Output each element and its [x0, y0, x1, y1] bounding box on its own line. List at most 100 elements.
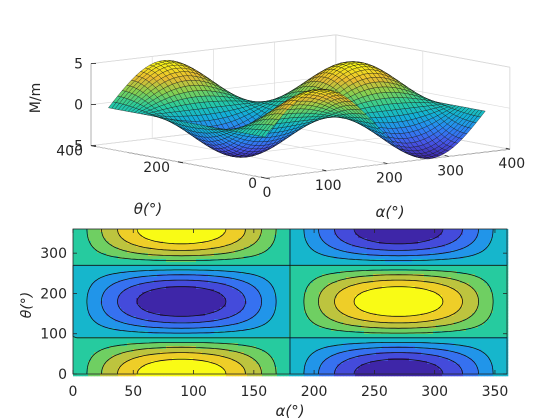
contour-cell [430, 235, 434, 239]
contour-cell [274, 259, 278, 263]
contour-cell [202, 229, 206, 233]
contour-cell [73, 277, 77, 281]
contour-cell [139, 256, 143, 260]
contour-cell [421, 277, 425, 281]
contour-cell [427, 229, 431, 233]
contour-cell [454, 274, 458, 278]
contour-cell [259, 268, 263, 272]
contour-cell [115, 238, 119, 242]
contour-cell [73, 229, 77, 233]
contour-cell [229, 268, 233, 272]
contour-cell [379, 235, 383, 239]
contour-cell [472, 247, 476, 251]
contour-cell [322, 259, 326, 263]
contour-cell [436, 241, 440, 245]
contour-cell [73, 235, 77, 239]
contour-cell [379, 274, 383, 278]
contour-cell [79, 250, 83, 254]
contour-cell [103, 250, 107, 254]
contour-cell [442, 247, 446, 251]
contour-cell [361, 229, 365, 233]
contour-cell [109, 247, 113, 251]
contour-cell [211, 232, 215, 236]
contour-cell [376, 235, 380, 239]
contour-cell [223, 241, 227, 245]
contour-cell [349, 274, 353, 278]
contour-cell [493, 274, 497, 278]
contour-cell [487, 247, 491, 251]
contour-cell [94, 253, 98, 257]
contour-cell [187, 247, 191, 251]
contour-cell [307, 229, 311, 233]
contour-cell [193, 256, 197, 260]
contour-cell [472, 271, 476, 275]
contour-cell [232, 259, 236, 263]
contour-cell [343, 280, 347, 284]
contour-cell [154, 232, 158, 236]
contour-cell [319, 259, 323, 263]
contour-cell [451, 247, 455, 251]
contour-cell [205, 238, 209, 242]
contour-cell [466, 277, 470, 281]
contour-cell [151, 259, 155, 263]
contour-cell [82, 235, 86, 239]
contour-cell [379, 232, 383, 236]
contour-cell [274, 244, 278, 248]
contour-cell [316, 259, 320, 263]
contour-cell [454, 259, 458, 263]
contour-cell [304, 229, 308, 233]
contour-cell [79, 238, 83, 242]
contour-cell [82, 277, 86, 281]
contour-cell [319, 247, 323, 251]
contour-cell [418, 256, 422, 260]
contour-cell [103, 283, 107, 287]
contour-cell [85, 271, 89, 275]
contour-cell [397, 232, 401, 236]
contour-cell [340, 235, 344, 239]
contour-cell [289, 232, 293, 236]
contour-cell [214, 241, 218, 245]
contour-cell [499, 229, 503, 233]
contour-cell [130, 232, 134, 236]
contour-cell [85, 244, 89, 248]
contour-cell [457, 259, 461, 263]
contour-cell [373, 238, 377, 242]
contour-cell [112, 274, 116, 278]
contour-cell [142, 232, 146, 236]
contour-cell [232, 229, 236, 233]
contour-cell [400, 235, 404, 239]
contour-cell [208, 229, 212, 233]
contour-cell [247, 238, 251, 242]
contour-cell [403, 232, 407, 236]
contour-cell [259, 244, 263, 248]
contour-cell [331, 241, 335, 245]
contour-cell [289, 235, 293, 239]
contour-cell [277, 238, 281, 242]
contour-cell [214, 232, 218, 236]
contour-cell [376, 271, 380, 275]
contour-cell [328, 259, 332, 263]
contour-cell [382, 232, 386, 236]
contour-cell [367, 277, 371, 281]
contour-cell [241, 244, 245, 248]
contour-cell [292, 238, 296, 242]
contour-cell [496, 262, 500, 266]
contour-cell [451, 229, 455, 233]
contour-cell [277, 247, 281, 251]
contour-cell [223, 280, 227, 284]
contour-cell [268, 238, 272, 242]
contour-cell [502, 235, 506, 239]
contour-cell [130, 235, 134, 239]
contour-cell [262, 262, 266, 266]
contour-cell [301, 259, 305, 263]
contour-cell [103, 244, 107, 248]
contour-cell [448, 262, 452, 266]
contour-cell [496, 277, 500, 281]
contour-cell [457, 253, 461, 257]
contour-cell [262, 244, 266, 248]
contour-cell [109, 268, 113, 272]
contour-cell [439, 247, 443, 251]
contour-cell [346, 244, 350, 248]
contour-cell [442, 262, 446, 266]
contour-cell [97, 283, 101, 287]
